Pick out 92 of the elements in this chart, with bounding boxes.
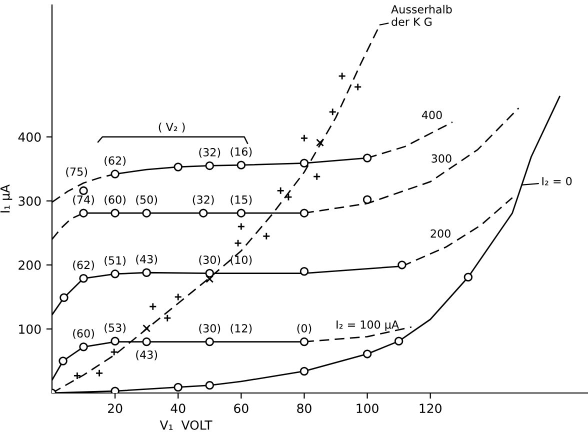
- point: [95, 369, 104, 378]
- point: [73, 372, 82, 380]
- annotation: (12): [230, 324, 252, 334]
- annotation: (60): [104, 195, 126, 206]
- point: [142, 324, 151, 332]
- point: [206, 275, 214, 283]
- point: [205, 337, 214, 346]
- point: [394, 336, 404, 346]
- point: [300, 134, 308, 142]
- point: [174, 382, 182, 392]
- annotation: (51): [104, 256, 126, 266]
- point: [262, 232, 270, 240]
- annotation: 400: [422, 110, 442, 120]
- point: [163, 314, 172, 322]
- x-tick-label: 80: [297, 404, 312, 414]
- point: [362, 350, 372, 358]
- point: [300, 337, 309, 346]
- point: [276, 186, 285, 195]
- x-tick-label: 120: [420, 404, 442, 414]
- annotation: (30): [199, 255, 220, 266]
- point: [110, 270, 120, 278]
- y-tick-label: 100: [19, 324, 41, 334]
- point: [110, 208, 120, 218]
- point: [312, 172, 321, 181]
- y-tick-label: 200: [18, 260, 41, 270]
- annotation: (16): [230, 147, 252, 158]
- annotation: (10): [230, 255, 252, 266]
- point: [398, 260, 406, 270]
- point: [148, 302, 157, 311]
- point: [142, 268, 151, 277]
- annotation: (74): [73, 195, 94, 206]
- point: [234, 239, 242, 248]
- point: [300, 266, 309, 276]
- annotation: (53): [104, 323, 126, 334]
- point: [79, 208, 88, 218]
- annotation: I₂ = 100 µA: [336, 320, 399, 331]
- annotation: Ausserhalb der K G: [391, 4, 452, 26]
- point: [205, 161, 214, 170]
- point: [236, 208, 246, 218]
- point: [328, 108, 337, 116]
- y-axis-title: I₁ µA: [0, 184, 12, 212]
- x-tick-label: 100: [356, 404, 378, 414]
- point: [205, 268, 214, 278]
- x-tick-label: 20: [108, 404, 122, 414]
- y-tick-label: 300: [18, 196, 41, 206]
- point: [354, 83, 362, 91]
- point: [60, 293, 68, 302]
- annotation: (75): [66, 167, 88, 178]
- point: [205, 380, 214, 390]
- point: [79, 186, 88, 196]
- point: [236, 160, 246, 170]
- annotation: (0): [297, 324, 312, 334]
- point: [237, 222, 246, 230]
- y-tick-label: 400: [18, 132, 41, 142]
- annotation: 300: [432, 154, 452, 163]
- point: [284, 193, 292, 202]
- annotation: (60): [73, 329, 94, 339]
- annotation: (50): [136, 195, 158, 206]
- point: [79, 342, 88, 352]
- x-tick-label: 60: [234, 404, 248, 414]
- point: [110, 170, 120, 178]
- point: [300, 158, 309, 168]
- annotation: (43): [136, 350, 158, 360]
- annotation: (32): [199, 148, 220, 158]
- x-tick-label: 40: [170, 404, 186, 414]
- annotation: (30): [199, 324, 220, 334]
- point: [79, 274, 88, 283]
- annotation: (62): [104, 156, 126, 166]
- point: [142, 337, 151, 346]
- point: [174, 293, 182, 301]
- point: [110, 386, 120, 393]
- point: [110, 348, 118, 356]
- point: [464, 272, 473, 282]
- point: [110, 336, 120, 346]
- annotation: I₂ = 0: [542, 176, 572, 186]
- point: [316, 138, 324, 147]
- point: [174, 162, 182, 172]
- point: [142, 208, 151, 218]
- point: [362, 154, 372, 162]
- annotation: (32): [192, 195, 214, 206]
- point: [362, 195, 372, 204]
- point: [300, 208, 309, 218]
- annotation: (15): [230, 195, 252, 206]
- annotation: ( V₂ ): [158, 122, 185, 132]
- annotation: 200: [430, 229, 450, 238]
- annotation: (62): [73, 260, 94, 270]
- point: [198, 208, 208, 218]
- point: [338, 72, 346, 80]
- point: [300, 366, 309, 376]
- x-axis-title: V₁ VOLT: [160, 420, 212, 430]
- point: [58, 356, 68, 366]
- annotation: (43): [136, 254, 158, 265]
